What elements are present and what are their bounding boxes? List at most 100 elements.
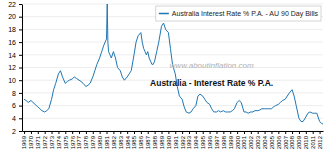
y-tick-label: 12 [8,64,16,71]
x-tick: 2012 [317,131,323,149]
y-tick: 4 [12,115,22,122]
x-tick: 1990 [166,131,172,149]
x-tick-mark [216,131,217,134]
x-tick-mark [38,131,39,134]
x-tick: 1972 [42,131,48,149]
x-tick: 1973 [49,131,55,149]
x-tick: 1996 [207,131,213,149]
x-tick-label: 1995 [200,135,206,149]
x-tick-label: 1978 [83,135,89,149]
x-tick: 1991 [173,131,179,149]
legend-item: Australia Interest Rate % P.A. - AU 90 D… [159,10,319,18]
x-tick: 1989 [159,131,165,149]
x-tick-mark [299,131,300,134]
x-tick-label: 1971 [35,135,41,149]
x-tick-label: 1985 [131,135,137,149]
x-tick-mark [285,131,286,134]
x-tick: 1969 [21,131,27,149]
x-tick-mark [278,131,279,134]
y-tick: 16 [8,39,22,46]
y-tick: 12 [8,64,22,71]
y-tick-mark [19,42,22,43]
x-tick: 2003 [255,131,261,149]
x-tick-mark [134,131,135,134]
x-tick-label: 2000 [235,135,241,149]
x-tick-label: 1980 [97,135,103,149]
y-tick: 8 [12,90,22,97]
legend-swatch [159,13,169,15]
y-tick-label: 8 [12,90,16,97]
plot: 1969197019711972197319741975197619771978… [8,1,323,150]
grid [22,4,323,131]
x-tick-label: 2011 [310,135,316,149]
x-tick-label: 1997 [214,135,220,149]
grid-line [22,92,323,93]
watermark: www.aboutinflation.com [170,61,254,70]
x-tick-label: 1986 [138,135,144,149]
x-tick-label: 1973 [49,135,55,149]
x-tick: 1987 [145,131,151,149]
y-tick-mark [19,106,22,107]
x-tick: 1977 [76,131,82,149]
x-tick-label: 2003 [255,135,261,149]
x-tick: 2008 [289,131,295,149]
x-tick-mark [113,131,114,134]
grid-line [22,29,323,30]
legend-frame [156,6,321,21]
x-tick-mark [258,131,259,134]
x-tick: 1981 [104,131,110,149]
y-tick-mark [19,118,22,119]
x-tick-mark [292,131,293,134]
x-tick-mark [79,131,80,134]
x-tick: 2005 [269,131,275,149]
x-tick-label: 1976 [70,135,76,149]
x-tick-mark [141,131,142,134]
x-tick-mark [237,131,238,134]
x-tick: 1985 [131,131,137,149]
y-tick-mark [19,4,22,5]
x-tick-label: 2005 [269,135,275,149]
x-tick: 2011 [310,131,316,149]
y-axis-line [22,5,23,132]
x-tick: 1979 [90,131,96,149]
x-tick-mark [120,131,121,134]
x-tick: 1992 [180,131,186,149]
annotations: www.aboutinflation.comAustralia - Intere… [150,61,273,88]
x-tick: 1988 [152,131,158,149]
y-tick: 20 [8,13,22,20]
x-tick-mark [210,131,211,134]
x-tick-mark [313,131,314,134]
x-tick-label: 1984 [125,135,131,149]
y-tick-mark [19,131,22,132]
y-tick: 14 [8,52,22,59]
x-tick-mark [223,131,224,134]
x-tick-label: 1977 [76,135,82,149]
x-tick-mark [127,131,128,134]
x-tick-label: 1994 [193,135,199,149]
x-tick-mark [65,131,66,134]
legend: Australia Interest Rate % P.A. - AU 90 D… [156,6,321,21]
y-tick: 6 [12,102,22,109]
y-tick-label: 20 [8,13,16,20]
series-line [24,4,323,125]
marks [24,4,323,125]
x-tick: 1975 [63,131,69,149]
y-tick-label: 2 [12,128,16,135]
x-tick: 1978 [83,131,89,149]
x-tick: 2000 [235,131,241,149]
x-tick: 1994 [193,131,199,149]
y-tick: 10 [8,77,22,84]
y-tick-label: 6 [12,102,16,109]
x-tick-label: 1969 [21,135,27,149]
grid-line [22,118,323,119]
x-tick-label: 2004 [262,135,268,149]
x-tick: 1984 [125,131,131,149]
x-tick: 1997 [214,131,220,149]
x-tick-mark [244,131,245,134]
x-tick-label: 2008 [289,135,295,149]
x-tick-label: 1979 [90,135,96,149]
x-tick-mark [306,131,307,134]
x-tick: 1982 [111,131,117,149]
y-tick-label: 4 [12,115,16,122]
y-axis: 246810121416182022 [8,1,22,135]
